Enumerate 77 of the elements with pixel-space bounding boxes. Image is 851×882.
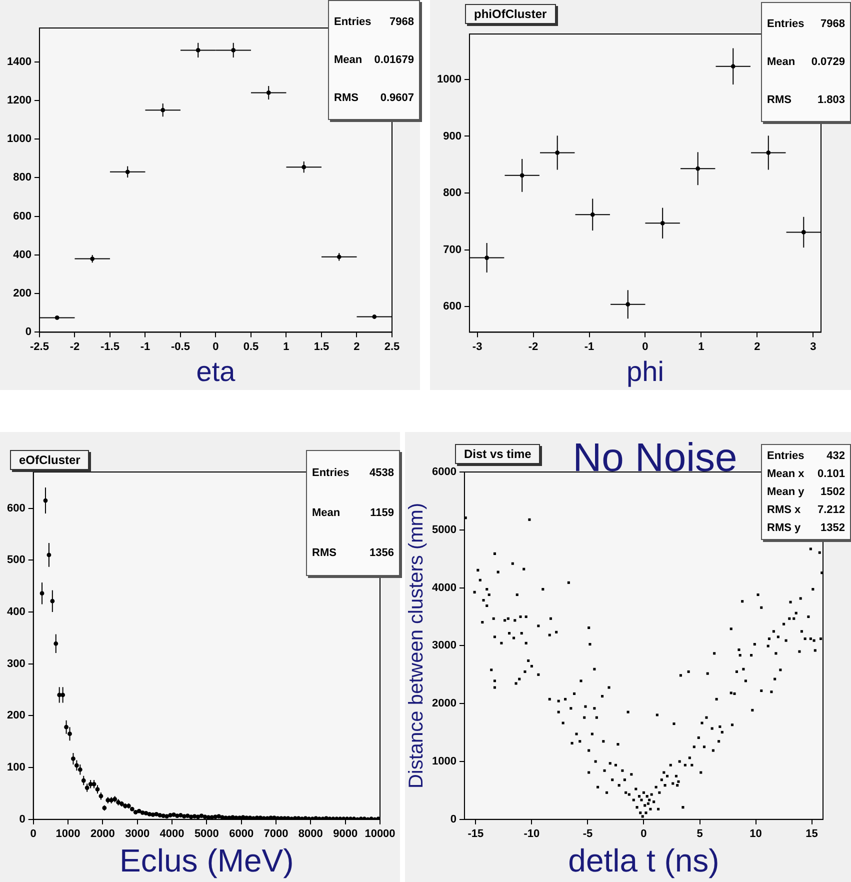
x-tick-label: -0.5 <box>171 340 190 353</box>
stats-box: Entries 7968 Mean 0.0729 RMS 1.803 <box>761 2 851 122</box>
y-tick-label: 200 <box>13 288 32 300</box>
x-tick-label: 2 <box>754 340 760 353</box>
y-tick-label: 200 <box>6 710 26 722</box>
annotation: Mean 0.01679 <box>334 54 414 66</box>
x-tick-label: -1 <box>140 340 150 353</box>
y-tick-label: 0 <box>19 813 26 826</box>
x-tick-label: 8000 <box>298 828 323 840</box>
y-tick-label: 100 <box>6 762 26 774</box>
x-tick-label: -1.5 <box>100 340 120 353</box>
x-tick-label: 6000 <box>229 828 254 840</box>
stats-box: Entries 7968 Mean 0.01679 RMS 0.9607 <box>328 0 420 120</box>
x-tick-label: 15 <box>806 828 818 840</box>
y-tick-label: 600 <box>443 300 462 313</box>
x-tick-label: 0 <box>642 340 648 353</box>
x-tick-label: 10000 <box>364 828 396 840</box>
x-tick-label: -15 <box>468 828 484 840</box>
y-axis-title: Distance between clusters (mm) <box>406 502 428 789</box>
x-tick-label: 0 <box>640 828 647 840</box>
stats-box: Entries 4538 Mean 1159 RMS 1356 <box>306 450 400 576</box>
y-tick-label: 0 <box>25 326 32 338</box>
title-box: Dist vs time <box>455 444 540 464</box>
x-tick-label: 5000 <box>194 828 219 840</box>
y-tick-label: 4000 <box>432 582 456 594</box>
stats-box: Entries 432 Mean x 0.101 Mean y 1502 RMS x 7.212 RMS y 1352 <box>761 444 851 540</box>
y-tick-label: 6000 <box>432 466 456 478</box>
x-axis-title: eta <box>196 356 236 387</box>
y-tick-label: 400 <box>13 248 32 261</box>
x-tick-label: 0.5 <box>243 340 259 353</box>
x-tick-label: -2.5 <box>30 340 49 353</box>
x-tick-label: 1 <box>283 340 290 353</box>
x-axis-title: phi <box>626 356 664 387</box>
y-tick-label: 700 <box>443 244 462 256</box>
y-tick-label: 1000 <box>432 756 456 768</box>
y-tick-label: 600 <box>13 210 32 222</box>
x-tick-label: -2 <box>528 340 538 353</box>
title-box: phiOfCluster <box>465 4 556 24</box>
x-tick-label: 3000 <box>125 828 150 840</box>
title-box: eOfCluster <box>10 450 90 470</box>
y-tick-label: 900 <box>443 130 462 142</box>
x-axis-title: detla t (ns) <box>568 842 720 879</box>
x-tick-label: 2 <box>354 340 360 353</box>
y-tick-label: 2000 <box>432 698 456 710</box>
x-tick-label: 1000 <box>56 828 80 840</box>
x-tick-label: 7000 <box>264 828 288 840</box>
y-tick-label: 800 <box>13 172 32 184</box>
x-tick-label: 10 <box>750 828 762 840</box>
x-tick-label: 3 <box>810 340 816 353</box>
x-tick-label: 5 <box>696 828 703 840</box>
y-tick-label: 1400 <box>6 56 32 68</box>
x-tick-label: 1.5 <box>314 340 330 353</box>
x-axis-title: Eclus (MeV) <box>120 842 294 879</box>
x-tick-label: -2 <box>70 340 80 353</box>
x-tick-label: 9000 <box>333 828 358 840</box>
annotation: Mean x 0.101 <box>767 468 845 480</box>
y-tick-label: 1000 <box>436 73 462 86</box>
x-tick-label: 2000 <box>90 828 115 840</box>
y-tick-label: 3000 <box>432 640 456 652</box>
y-tick-label: 5000 <box>432 524 456 536</box>
x-tick-label: -3 <box>472 340 482 353</box>
y-tick-label: 400 <box>6 606 26 618</box>
y-tick-label: 500 <box>6 554 26 566</box>
x-tick-label: 4000 <box>160 828 184 840</box>
x-tick-label: 2.5 <box>384 340 400 353</box>
x-tick-label: -5 <box>582 828 593 840</box>
x-tick-label: -10 <box>524 828 540 840</box>
y-tick-label: 1200 <box>6 94 32 106</box>
y-tick-label: 0 <box>450 813 456 826</box>
y-tick-label: 600 <box>6 502 26 514</box>
y-tick-label: 300 <box>6 658 26 670</box>
x-tick-label: -1 <box>584 340 594 353</box>
chart-subtitle: No Noise <box>572 436 738 481</box>
x-tick-label: 0 <box>212 340 219 353</box>
y-tick-label: 1000 <box>6 133 32 146</box>
y-tick-label: 800 <box>443 187 462 200</box>
x-tick-label: 1 <box>698 340 704 353</box>
